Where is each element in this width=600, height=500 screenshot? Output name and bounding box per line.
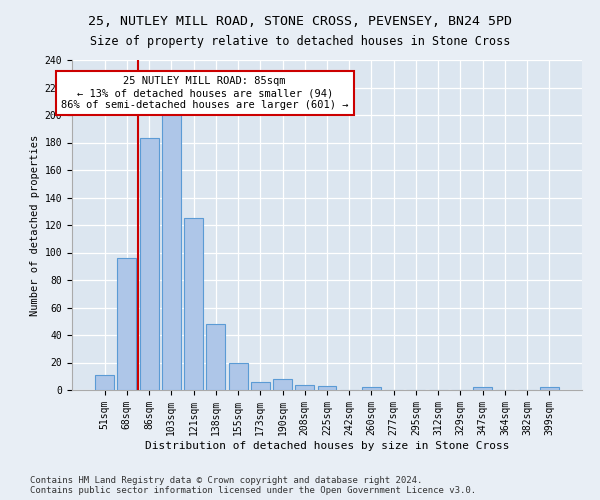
Bar (118, 258, 136, 390)
Text: 25, NUTLEY MILL ROAD, STONE CROSS, PEVENSEY, BN24 5PD: 25, NUTLEY MILL ROAD, STONE CROSS, PEVEN… (88, 15, 512, 28)
Text: 25 NUTLEY MILL ROAD: 85sqm
← 13% of detached houses are smaller (94)
86% of semi: 25 NUTLEY MILL ROAD: 85sqm ← 13% of deta… (61, 76, 349, 110)
Y-axis label: Number of detached properties: Number of detached properties (31, 134, 40, 316)
Bar (273, 379, 292, 390)
Bar (95, 375, 114, 390)
Bar (295, 384, 314, 390)
Bar (206, 324, 225, 390)
Bar (184, 218, 203, 390)
Bar (251, 382, 270, 390)
Bar (162, 114, 181, 390)
Text: Size of property relative to detached houses in Stone Cross: Size of property relative to detached ho… (90, 35, 510, 48)
Bar (540, 387, 559, 390)
X-axis label: Distribution of detached houses by size in Stone Cross: Distribution of detached houses by size … (145, 440, 509, 450)
Bar (229, 362, 248, 390)
Bar (140, 138, 158, 390)
Bar (362, 387, 381, 390)
Bar (317, 386, 337, 390)
Text: Contains HM Land Registry data © Crown copyright and database right 2024.
Contai: Contains HM Land Registry data © Crown c… (30, 476, 476, 495)
Bar (473, 387, 492, 390)
